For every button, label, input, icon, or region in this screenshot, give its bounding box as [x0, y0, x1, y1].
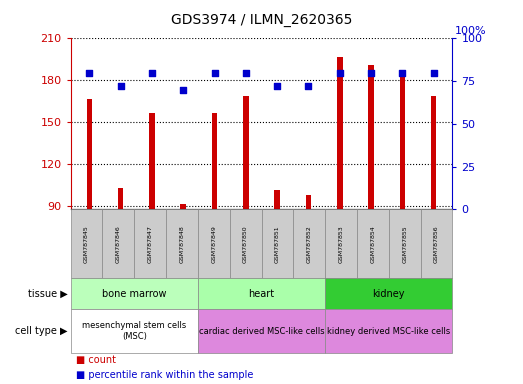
Point: [367, 70, 375, 76]
Text: heart: heart: [248, 289, 275, 299]
Bar: [212, 113, 218, 209]
Bar: [149, 113, 155, 209]
Point: [179, 87, 187, 93]
Text: GDS3974 / ILMN_2620365: GDS3974 / ILMN_2620365: [171, 13, 352, 27]
Bar: [180, 204, 186, 209]
Text: GSM787855: GSM787855: [402, 225, 407, 263]
Bar: [337, 56, 343, 209]
Text: GSM787850: GSM787850: [243, 225, 248, 263]
Point: [304, 83, 313, 89]
Point: [242, 70, 250, 76]
Text: GSM787846: GSM787846: [116, 225, 121, 263]
Bar: [400, 76, 405, 209]
Bar: [118, 188, 123, 209]
Text: GSM787852: GSM787852: [306, 225, 312, 263]
Text: GSM787856: GSM787856: [434, 225, 439, 263]
Bar: [431, 96, 436, 209]
Point: [398, 70, 406, 76]
Text: GSM787848: GSM787848: [179, 225, 185, 263]
Text: kidney: kidney: [372, 289, 405, 299]
Point: [85, 70, 94, 76]
Bar: [243, 96, 248, 209]
Point: [148, 70, 156, 76]
Text: GSM787851: GSM787851: [275, 225, 280, 263]
Text: GSM787845: GSM787845: [84, 225, 89, 263]
Text: kidney derived MSC-like cells: kidney derived MSC-like cells: [327, 327, 450, 336]
Bar: [368, 65, 374, 209]
Text: bone marrow: bone marrow: [102, 289, 166, 299]
Text: ■ percentile rank within the sample: ■ percentile rank within the sample: [76, 370, 253, 380]
Text: GSM787854: GSM787854: [370, 225, 376, 263]
Point: [429, 70, 438, 76]
Point: [117, 83, 125, 89]
Bar: [87, 99, 92, 209]
Text: 100%: 100%: [455, 26, 486, 36]
Text: cell type ▶: cell type ▶: [16, 326, 68, 336]
Text: GSM787847: GSM787847: [147, 225, 153, 263]
Bar: [275, 190, 280, 209]
Text: mesenchymal stem cells
(MSC): mesenchymal stem cells (MSC): [82, 321, 186, 341]
Bar: [305, 195, 311, 209]
Text: tissue ▶: tissue ▶: [28, 289, 68, 299]
Text: GSM787853: GSM787853: [338, 225, 344, 263]
Text: GSM787849: GSM787849: [211, 225, 217, 263]
Point: [273, 83, 281, 89]
Point: [336, 70, 344, 76]
Text: ■ count: ■ count: [76, 355, 116, 365]
Text: cardiac derived MSC-like cells: cardiac derived MSC-like cells: [199, 327, 324, 336]
Point: [210, 70, 219, 76]
